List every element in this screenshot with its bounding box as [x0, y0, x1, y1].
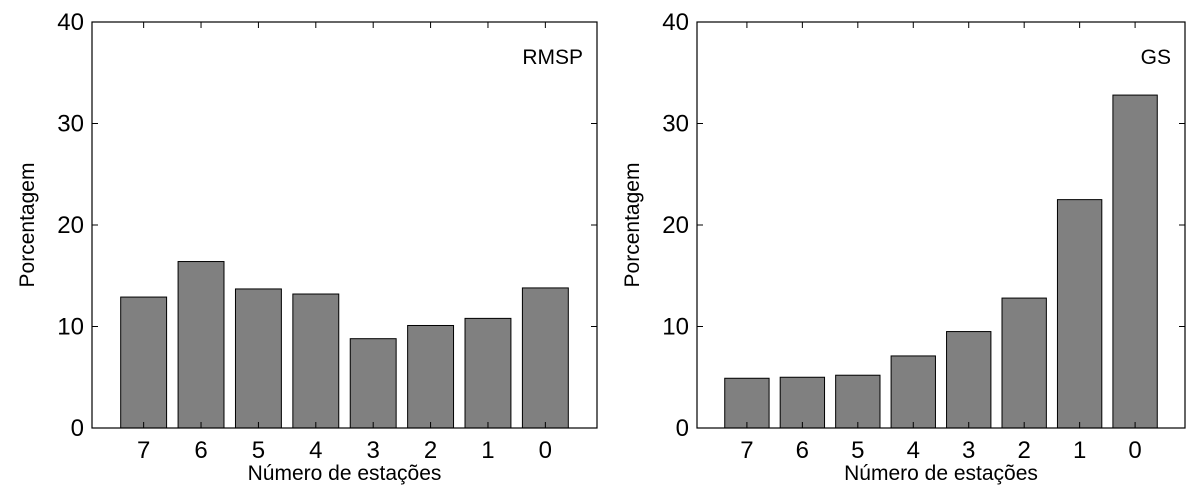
x-tick-label: 0 — [1128, 437, 1141, 464]
y-tick-label: 0 — [676, 415, 689, 442]
x-tick-label: 2 — [1018, 437, 1031, 464]
bar-0 — [521, 287, 569, 429]
y-tick-label: 30 — [57, 111, 84, 138]
bar-7 — [120, 296, 168, 429]
y-axis-label: Porcentagem — [16, 163, 39, 288]
bar-2 — [1001, 297, 1047, 429]
x-tick-label: 3 — [962, 437, 975, 464]
x-tick-label: 0 — [539, 437, 552, 464]
x-tick-label: 7 — [137, 437, 150, 464]
y-tick-label: 10 — [57, 314, 84, 341]
y-tick-label: 20 — [662, 212, 689, 239]
x-axis-label: Número de estações — [844, 462, 1038, 485]
y-axis-label: Porcentagem — [621, 163, 644, 288]
bar-5 — [835, 374, 881, 429]
bar-3 — [946, 331, 992, 429]
x-tick-label: 2 — [424, 437, 437, 464]
bar-1 — [464, 317, 512, 429]
plot-frame — [91, 21, 598, 429]
y-tick-label: 30 — [662, 111, 689, 138]
bar-4 — [890, 355, 936, 429]
bar-0 — [1112, 94, 1158, 429]
bar-6 — [177, 261, 225, 429]
x-tick-label: 1 — [481, 437, 494, 464]
x-tick-label: 1 — [1073, 437, 1086, 464]
x-tick-label: 3 — [367, 437, 380, 464]
bar-1 — [1056, 199, 1103, 429]
bar-7 — [724, 377, 770, 429]
y-tick-label: 40 — [662, 9, 689, 36]
x-tick-label: 5 — [252, 437, 265, 464]
bar-6 — [779, 376, 826, 429]
plot-frame — [696, 21, 1186, 429]
x-tick-label: 4 — [907, 437, 920, 464]
x-tick-label: 7 — [740, 437, 753, 464]
y-tick-label: 10 — [662, 314, 689, 341]
y-tick-label: 40 — [57, 9, 84, 36]
bar-2 — [407, 324, 455, 429]
panel-annotation: RMSP — [522, 46, 583, 69]
y-tick-label: 20 — [57, 212, 84, 239]
x-tick-label: 6 — [796, 437, 809, 464]
x-tick-label: 6 — [194, 437, 207, 464]
bar-4 — [292, 293, 340, 429]
x-tick-label: 5 — [851, 437, 864, 464]
panel-annotation: GS — [1141, 46, 1171, 69]
bar-3 — [349, 338, 397, 429]
x-tick-label: 4 — [309, 437, 322, 464]
bar-5 — [234, 288, 282, 429]
y-tick-label: 0 — [71, 415, 84, 442]
x-axis-label: Número de estações — [248, 462, 442, 485]
